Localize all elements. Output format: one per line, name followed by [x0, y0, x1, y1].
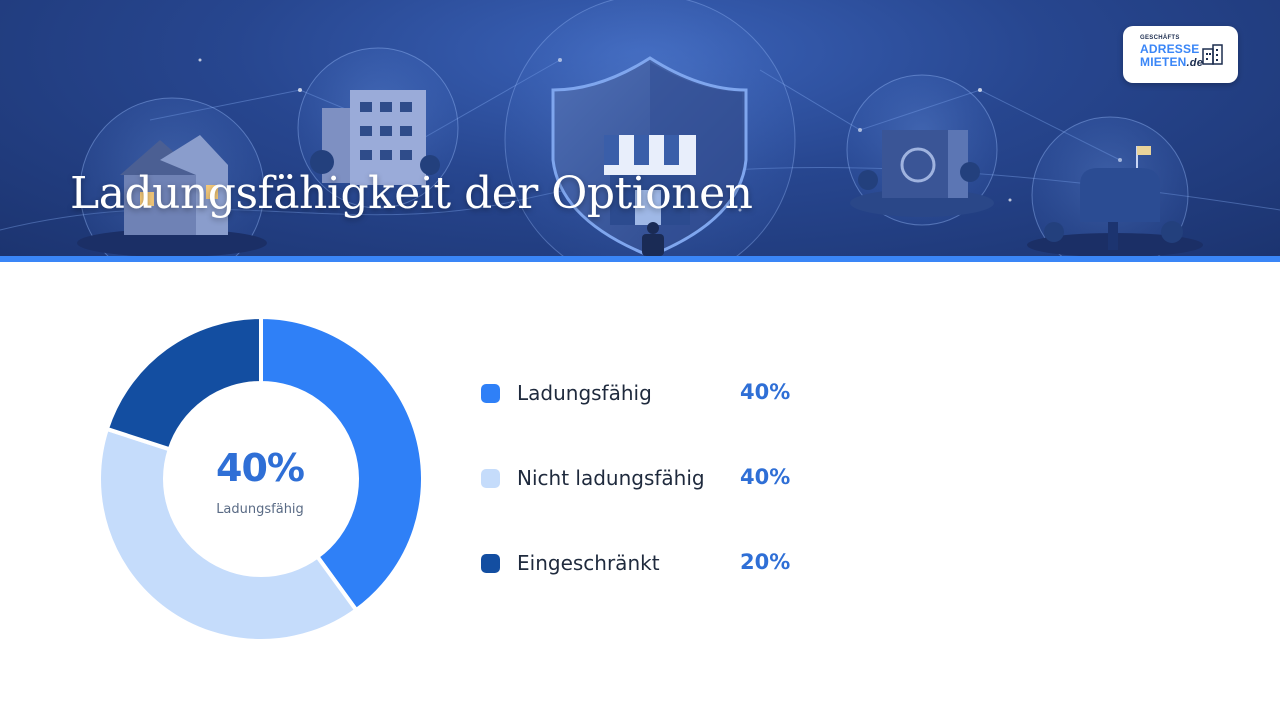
header-banner: Ladungsfähigkeit der Optionen GESCHÄFTS … — [0, 0, 1280, 256]
legend-item-nicht-ladungsfaehig: Nicht ladungsfähig 40% — [481, 464, 821, 494]
donut-chart — [97, 314, 425, 643]
legend-value-ladungsfaehig: 40% — [740, 380, 791, 404]
donut-center-label: Ladungsfähig — [216, 502, 304, 517]
legend-label-eingeschraenkt: Eingeschränkt — [517, 551, 660, 575]
legend-swatch-eingeschraenkt — [481, 554, 500, 573]
legend-swatch-nicht-ladungsfaehig — [481, 469, 500, 488]
logo-line1: ADRESSE — [1140, 42, 1200, 56]
legend-value-nicht-ladungsfaehig: 40% — [740, 465, 791, 489]
banner-illustration — [0, 0, 1280, 256]
donut-slice-eingeschraenkt — [104, 314, 263, 452]
slide-title: Ladungsfähigkeit der Optionen — [70, 168, 753, 219]
legend-label-ladungsfaehig: Ladungsfähig — [517, 381, 652, 405]
logo[interactable]: GESCHÄFTS ADRESSE MIETEN.de — [1123, 26, 1238, 83]
logo-tld: .de — [1186, 57, 1204, 69]
donut-slice-ladungsfaehig — [259, 314, 425, 613]
logo-small-text: GESCHÄFTS — [1140, 35, 1180, 41]
accent-bar — [0, 256, 1280, 262]
legend-item-eingeschraenkt: Eingeschränkt 20% — [481, 549, 821, 579]
donut-center-value: 40% — [216, 446, 305, 490]
legend-label-nicht-ladungsfaehig: Nicht ladungsfähig — [517, 466, 705, 490]
donut-slice-nicht-ladungsfaehig — [97, 426, 360, 643]
legend-swatch-ladungsfaehig — [481, 384, 500, 403]
logo-line2: MIETEN — [1140, 55, 1187, 69]
legend-item-ladungsfaehig: Ladungsfähig 40% — [481, 379, 821, 409]
legend-value-eingeschraenkt: 20% — [740, 550, 791, 574]
building-icon — [1202, 44, 1223, 65]
